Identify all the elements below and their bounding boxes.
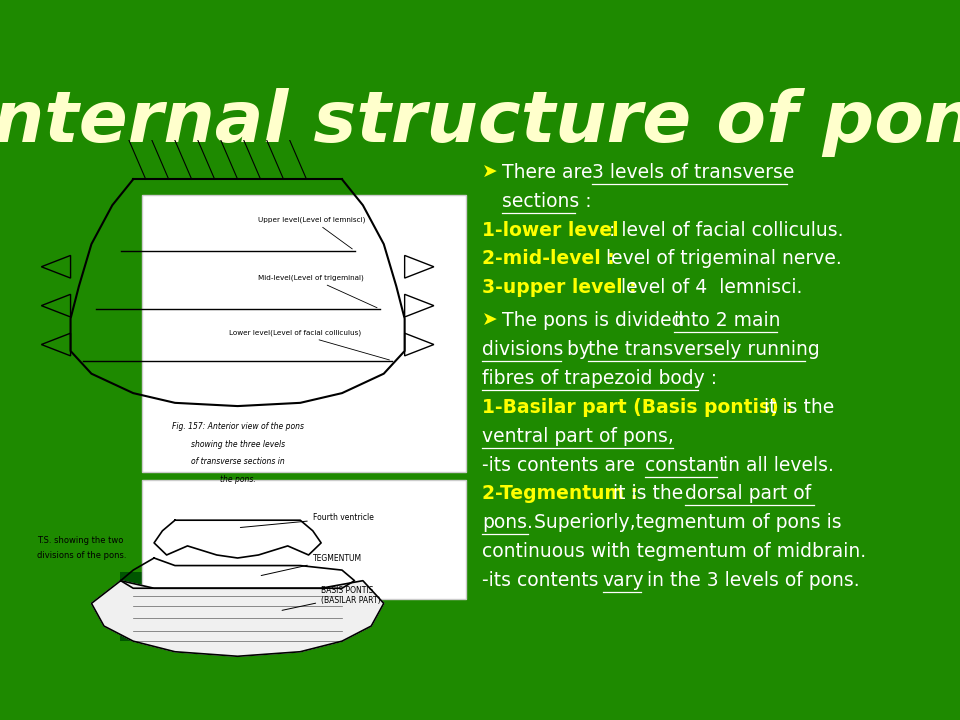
Text: 3-upper level :: 3-upper level :: [482, 278, 636, 297]
Text: -its contents are: -its contents are: [482, 456, 641, 474]
FancyBboxPatch shape: [142, 480, 466, 599]
Text: the pons.: the pons.: [220, 475, 255, 485]
Text: pons.: pons.: [482, 513, 533, 532]
Text: fibres of trapezoid body :: fibres of trapezoid body :: [482, 369, 717, 388]
Text: into 2 main: into 2 main: [674, 311, 780, 330]
Text: constant: constant: [644, 456, 726, 474]
Text: in the 3 levels of pons.: in the 3 levels of pons.: [641, 571, 859, 590]
Text: Internal structure of pons: Internal structure of pons: [0, 88, 960, 157]
Text: -its contents: -its contents: [482, 571, 605, 590]
Text: Fig. 157: Anterior view of the pons: Fig. 157: Anterior view of the pons: [172, 422, 303, 431]
Text: ➤: ➤: [482, 311, 498, 330]
Text: showing the three levels: showing the three levels: [190, 440, 285, 449]
Text: 2-mid-level :: 2-mid-level :: [482, 249, 615, 269]
Text: by: by: [562, 341, 596, 359]
Text: 1-Basilar part (Basis pontis) :: 1-Basilar part (Basis pontis) :: [482, 398, 793, 417]
Text: BASIS PONTIS
(BASILAR PART): BASIS PONTIS (BASILAR PART): [282, 586, 381, 611]
Text: it is the: it is the: [608, 485, 689, 503]
Text: it is the: it is the: [757, 398, 834, 417]
Text: the transversely running: the transversely running: [588, 341, 820, 359]
Text: divisions: divisions: [482, 341, 564, 359]
Polygon shape: [91, 580, 384, 657]
FancyBboxPatch shape: [120, 572, 217, 641]
Text: level of trigeminal nerve.: level of trigeminal nerve.: [600, 249, 842, 269]
Text: vary: vary: [603, 571, 644, 590]
FancyBboxPatch shape: [217, 605, 291, 641]
Text: 3 levels of transverse: 3 levels of transverse: [592, 163, 795, 182]
Text: TEGMENTUM: TEGMENTUM: [261, 554, 362, 575]
Text: Lower level(Level of facial colliculus): Lower level(Level of facial colliculus): [229, 330, 390, 360]
FancyBboxPatch shape: [142, 194, 466, 472]
Text: Upper level(Level of lemnisci): Upper level(Level of lemnisci): [258, 217, 366, 249]
Text: T.S. showing the two: T.S. showing the two: [37, 536, 124, 545]
Text: sections :: sections :: [502, 192, 591, 211]
Text: continuous with tegmentum of midbrain.: continuous with tegmentum of midbrain.: [482, 542, 867, 561]
Text: level of 4  lemnisci.: level of 4 lemnisci.: [614, 278, 803, 297]
Text: 1-lower level: 1-lower level: [482, 220, 619, 240]
Text: The pons is divided: The pons is divided: [502, 311, 689, 330]
Text: : level of facial colliculus.: : level of facial colliculus.: [603, 220, 843, 240]
Text: Mid-level(Level of trigeminal): Mid-level(Level of trigeminal): [258, 275, 377, 307]
Text: 2-Tegmentum :: 2-Tegmentum :: [482, 485, 638, 503]
Text: ventral part of pons,: ventral part of pons,: [482, 427, 674, 446]
Text: There are: There are: [502, 163, 598, 182]
Text: dorsal part of: dorsal part of: [684, 485, 811, 503]
Text: Superiorly,tegmentum of pons is: Superiorly,tegmentum of pons is: [528, 513, 842, 532]
Text: divisions of the pons.: divisions of the pons.: [37, 551, 127, 560]
Text: ➤: ➤: [482, 163, 498, 182]
Text: Fourth ventricle: Fourth ventricle: [240, 513, 373, 528]
Text: of transverse sections in: of transverse sections in: [191, 457, 284, 467]
Text: in all levels.: in all levels.: [717, 456, 834, 474]
